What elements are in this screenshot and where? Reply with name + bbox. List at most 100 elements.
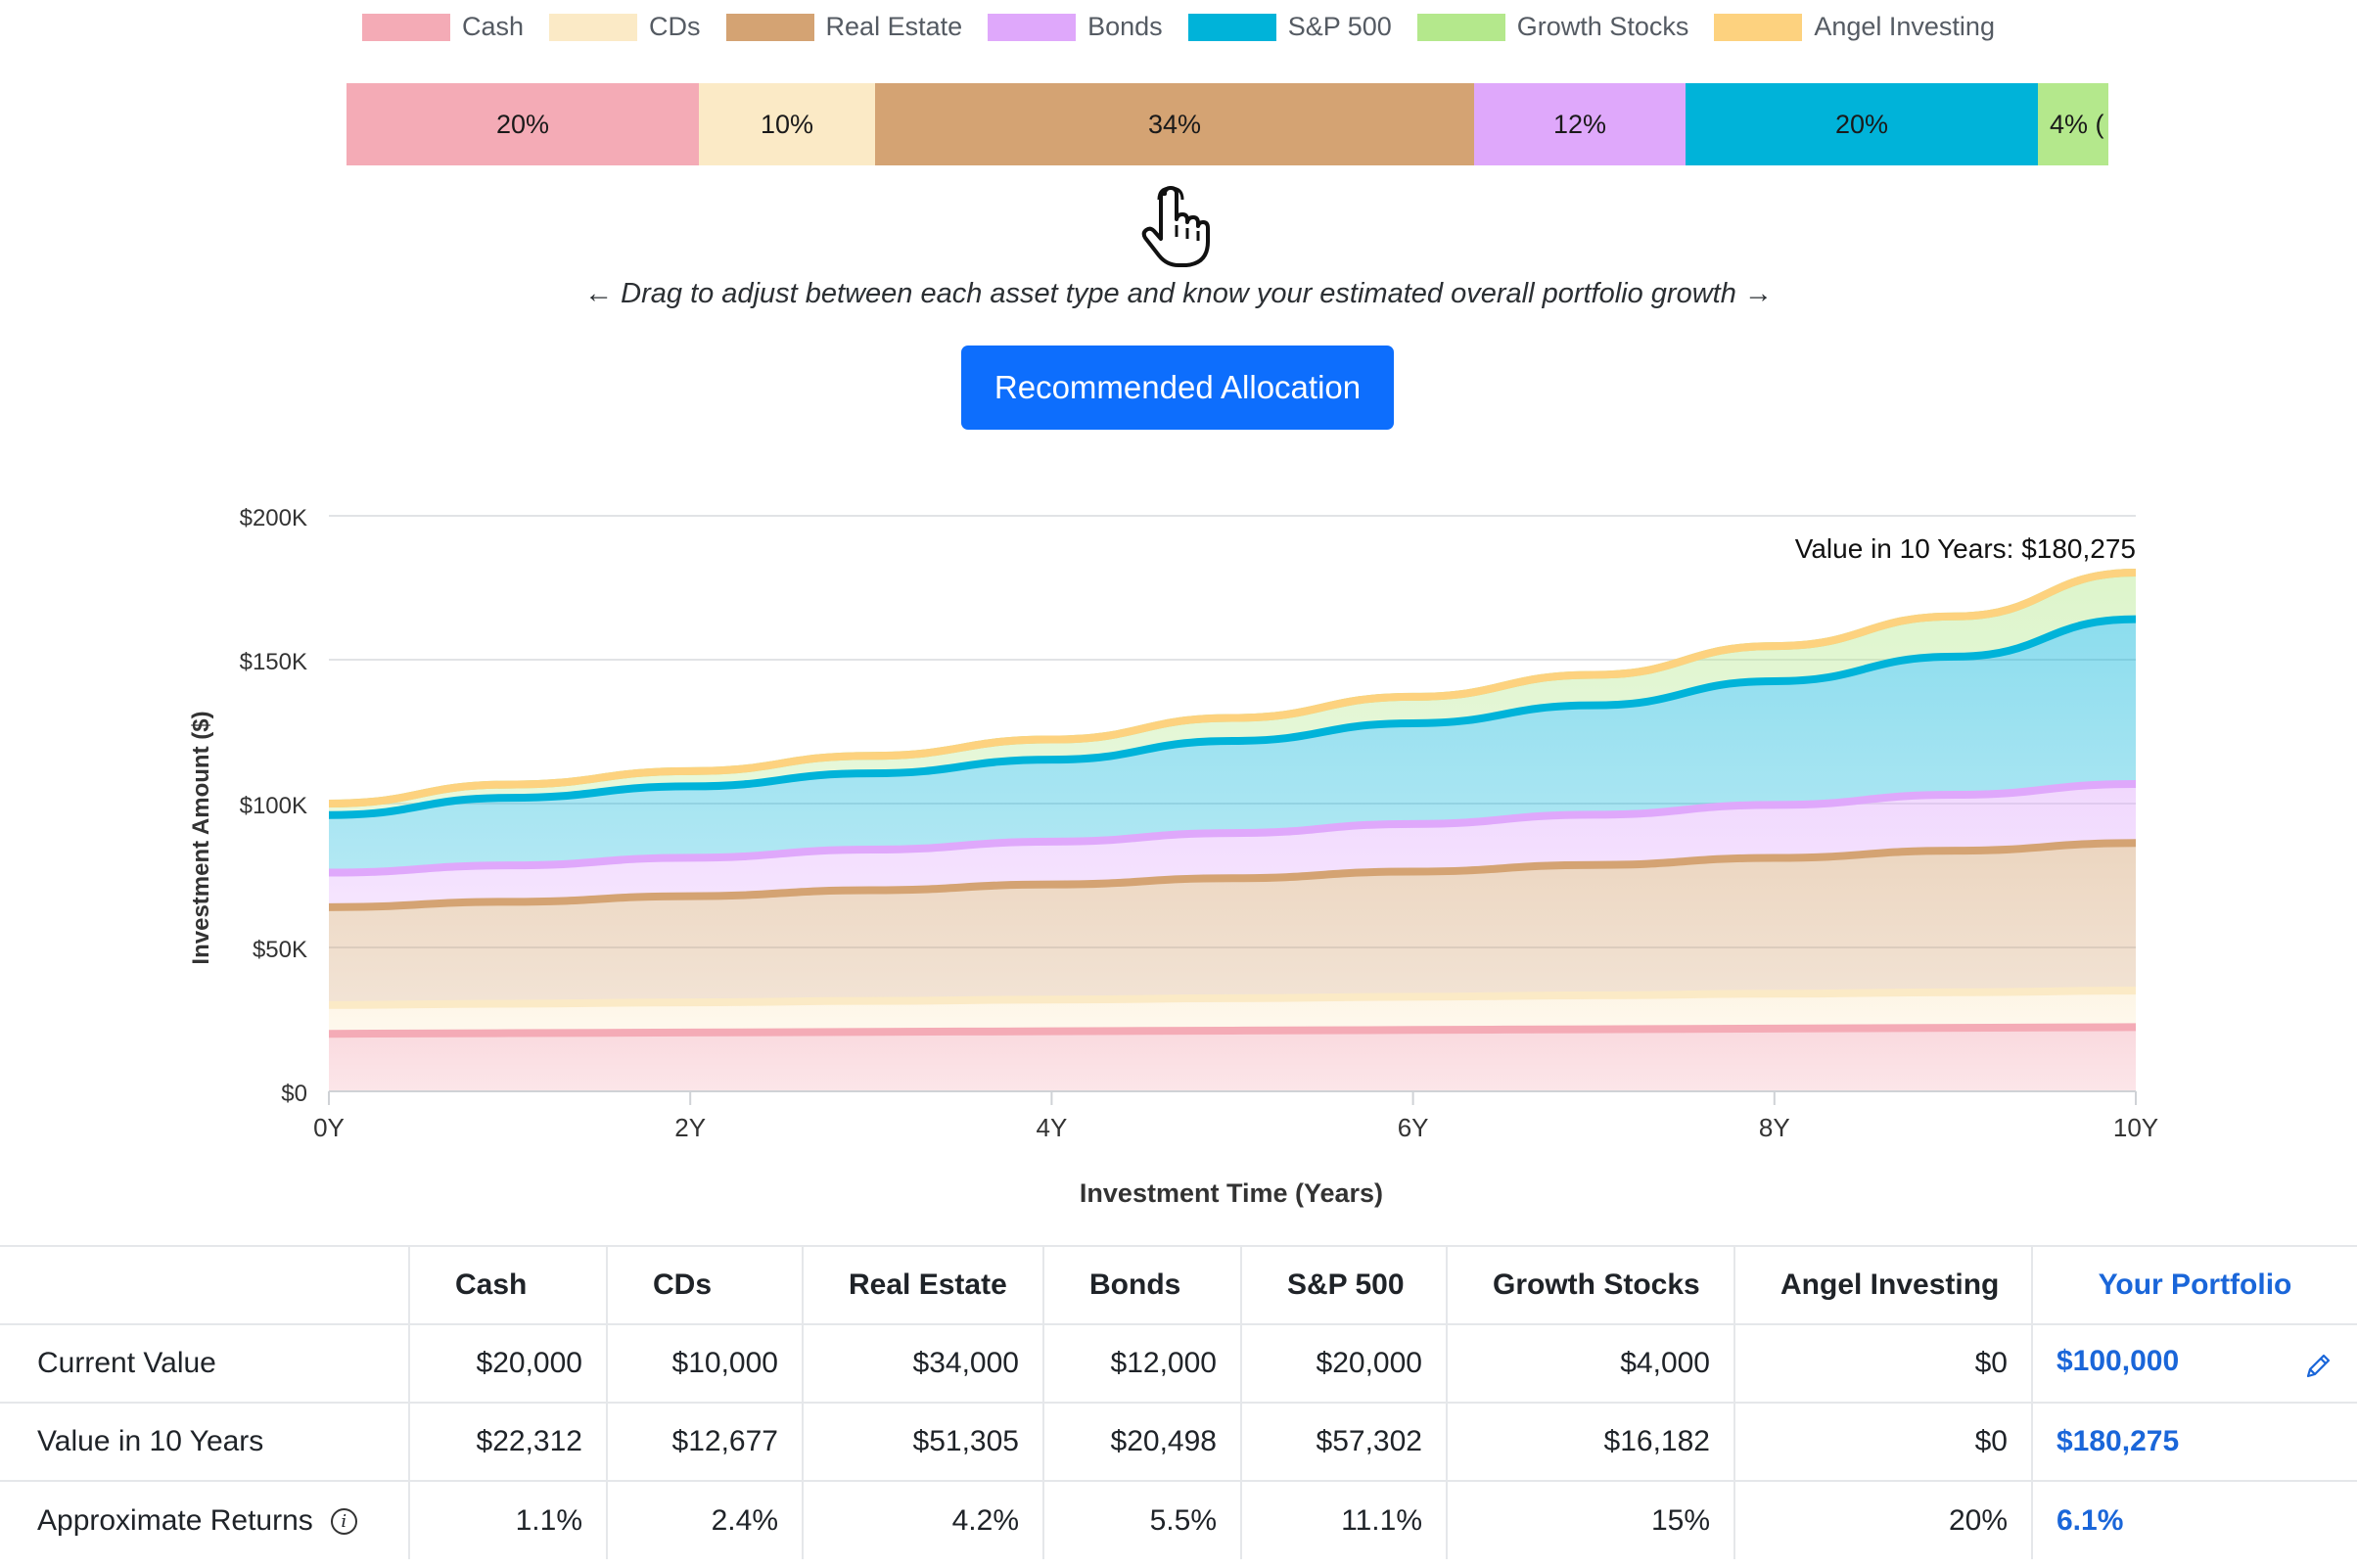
legend-label: Bonds (1087, 12, 1163, 41)
y-tick-label: $50K (253, 937, 307, 963)
column-header: Growth Stocks (1446, 1245, 1734, 1324)
area-cash (329, 1027, 2136, 1091)
cell-value: 20% (1733, 1480, 2032, 1559)
legend-swatch (549, 13, 638, 41)
column-header: Bonds (1042, 1245, 1241, 1324)
legend-item[interactable]: Bonds (988, 12, 1163, 42)
y-tick-label: $0 (281, 1081, 307, 1107)
y-tick-label: $100K (240, 793, 307, 819)
cell-value: $10,000 (606, 1323, 803, 1403)
cell-value: $20,000 (1240, 1323, 1447, 1403)
drag-hint: ← Drag to adjust between each asset type… (584, 278, 1773, 309)
legend-swatch (1714, 13, 1803, 41)
hand-pointer-icon (1141, 186, 1210, 267)
allocation-segment[interactable]: 12% (1474, 83, 1686, 165)
series-line-s-p-500 (328, 615, 2137, 819)
row-label-text: Approximate Returns (37, 1503, 313, 1537)
allocation-segment[interactable]: 4% ( (2038, 83, 2108, 165)
x-tick-label: 4Y (1036, 1113, 1067, 1142)
portfolio-cell: 6.1% (2031, 1480, 2357, 1559)
legend-item[interactable]: Real Estate (725, 12, 963, 42)
portfolio-cell: $180,275 (2031, 1402, 2357, 1481)
column-header: Real Estate (802, 1245, 1043, 1324)
x-tick-label: 10Y (2113, 1113, 2158, 1142)
x-tick-label: 0Y (313, 1113, 345, 1142)
cell-value: 11.1% (1240, 1480, 1447, 1559)
area-growth-stocks (329, 572, 2136, 815)
legend-item[interactable]: CDs (549, 12, 701, 42)
table-row: Approximate Returns i 1.1% 2.4% 4.2% 5.5% 11.1… (0, 1480, 2357, 1559)
column-header: Cash (408, 1245, 607, 1324)
column-header: S&P 500 (1240, 1245, 1447, 1324)
table-row: Current Value $20,000 $10,000 $34,000 $12,00… (0, 1323, 2357, 1403)
cell-value: $0 (1733, 1323, 2032, 1403)
legend-swatch (1416, 13, 1505, 41)
column-header (0, 1245, 409, 1324)
allocation-segment[interactable]: 20% (347, 83, 699, 165)
series-line-angel-investing (328, 568, 2137, 807)
legend-swatch (725, 13, 814, 41)
cell-value: $57,302 (1240, 1402, 1447, 1481)
legend-label: CDs (649, 12, 701, 41)
cell-value: $12,000 (1042, 1323, 1241, 1403)
x-axis-label: Investment Time (Years) (1080, 1178, 1383, 1208)
legend-label: Angel Investing (1814, 12, 1995, 41)
legend-item[interactable]: S&P 500 (1187, 12, 1392, 42)
legend-item[interactable]: Growth Stocks (1416, 12, 1689, 42)
column-header: Your Portfolio (2031, 1245, 2357, 1324)
allocation-slider-bar[interactable]: 20% 10% 34% 12% 20% 4% ( (347, 83, 2108, 165)
y-tick-label: $150K (240, 649, 307, 675)
allocation-table: Cash CDs Real Estate Bonds S&P 500 Growth Sto… (0, 1245, 2357, 1559)
cell-value: $20,000 (408, 1323, 607, 1403)
row-label-text: Current Value (37, 1347, 216, 1379)
row-label-text: Value in 10 Years (37, 1425, 264, 1457)
series-line-bonds (328, 780, 2137, 877)
series-line-real-estate (328, 839, 2137, 911)
cell-value: 1.1% (408, 1480, 607, 1559)
legend-swatch (988, 13, 1077, 41)
y-tick-label: $200K (240, 505, 307, 531)
cell-value: $20,498 (1042, 1402, 1241, 1481)
pencil-icon[interactable] (2302, 1351, 2334, 1382)
legend-label: Cash (462, 12, 525, 41)
legend-item[interactable]: Cash (362, 12, 524, 42)
legend-label: S&P 500 (1287, 12, 1392, 41)
x-tick-label: 2Y (674, 1113, 706, 1142)
series-line-cash (328, 1023, 2137, 1038)
portfolio-value: $100,000 (2057, 1345, 2180, 1377)
portfolio-value: $180,275 (2057, 1425, 2180, 1457)
legend-swatch (362, 13, 451, 41)
series-line-cds (328, 987, 2137, 1009)
chart-annotation: Value in 10 Years: $180,275 (1795, 533, 2136, 564)
cell-value: 4.2% (802, 1480, 1043, 1559)
cell-value: $16,182 (1446, 1402, 1734, 1481)
row-label: Approximate Returns i (0, 1480, 409, 1559)
column-header: Angel Investing (1733, 1245, 2032, 1324)
x-tick-label: 6Y (1398, 1113, 1429, 1142)
area-real-estate (329, 843, 2136, 1005)
portfolio-cell[interactable]: $100,000 (2031, 1323, 2357, 1403)
allocation-segment[interactable]: 10% (699, 83, 875, 165)
cell-value: $51,305 (802, 1402, 1043, 1481)
recommended-allocation-button[interactable]: Recommended Allocation (961, 346, 1394, 430)
column-header: CDs (606, 1245, 803, 1324)
row-label: Value in 10 Years (0, 1402, 409, 1481)
cell-value: $12,677 (606, 1402, 803, 1481)
row-label: Current Value (0, 1323, 409, 1403)
table-row: Value in 10 Years $22,312 $12,677 $51,305 $2… (0, 1402, 2357, 1481)
legend-label: Real Estate (825, 12, 963, 41)
legend-swatch (1187, 13, 1276, 41)
allocation-segment[interactable]: 34% (875, 83, 1474, 165)
legend-item[interactable]: Angel Investing (1714, 12, 1995, 42)
table-header-row: Cash CDs Real Estate Bonds S&P 500 Growth Sto… (0, 1245, 2357, 1324)
legend-label: Growth Stocks (1516, 12, 1689, 41)
cell-value: $22,312 (408, 1402, 607, 1481)
cell-value: $34,000 (802, 1323, 1043, 1403)
portfolio-value: 6.1% (2057, 1503, 2124, 1537)
y-axis-label: Investment Amount ($) (188, 711, 214, 964)
cell-value: $4,000 (1446, 1323, 1734, 1403)
allocation-segment[interactable]: 20% (1686, 83, 2038, 165)
info-icon[interactable]: i (330, 1508, 357, 1536)
portfolio-growth-chart: $0 $50K $100K $150K $200K 0Y 2Y 4Y 6Y 8Y 10Y Invest… (188, 505, 2158, 1208)
cell-value: $0 (1733, 1402, 2032, 1481)
